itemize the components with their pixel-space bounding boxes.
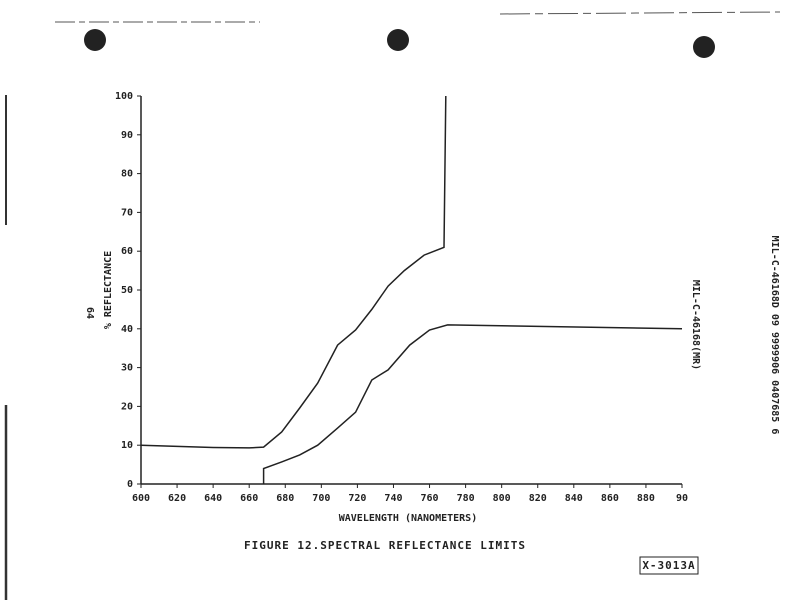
punch-hole bbox=[387, 29, 409, 51]
x-tick-label: 880 bbox=[637, 493, 655, 504]
y-tick-label: 0 bbox=[127, 479, 133, 490]
x-tick-label: 760 bbox=[421, 493, 439, 504]
page-number: 64 bbox=[84, 307, 95, 319]
punch-hole bbox=[84, 29, 106, 51]
y-tick-label: 60 bbox=[121, 246, 133, 257]
caption: FIGURE 12.SPECTRAL REFLECTANCE LIMITS bbox=[244, 539, 526, 552]
figure-id-box bbox=[639, 556, 699, 575]
x-tick-label: 680 bbox=[276, 493, 294, 504]
y-tick-label: 50 bbox=[121, 285, 133, 296]
x-tick-label: 700 bbox=[312, 493, 330, 504]
scan-artifacts bbox=[4, 11, 781, 600]
y-tick-label: 90 bbox=[121, 130, 133, 141]
x-tick-label: 620 bbox=[168, 493, 186, 504]
y-tick-label: 20 bbox=[121, 401, 133, 412]
x-tick-label: 90 bbox=[676, 493, 688, 504]
x-tick-label: 740 bbox=[384, 493, 402, 504]
x-tick-label: 660 bbox=[240, 493, 258, 504]
y-tick-label: 10 bbox=[121, 440, 133, 451]
y-tick-label: 70 bbox=[121, 207, 133, 218]
y-tick-label: 80 bbox=[121, 169, 133, 180]
y-tick-label: 30 bbox=[121, 363, 133, 374]
x-tick-label: 640 bbox=[204, 493, 222, 504]
limit-curve bbox=[140, 95, 447, 449]
x-tick-label: 840 bbox=[565, 493, 583, 504]
y-axis-label: % REFLECTANCE bbox=[103, 251, 114, 329]
x-tick-label: 720 bbox=[348, 493, 366, 504]
x-tick-label: 820 bbox=[529, 493, 547, 504]
punch-hole bbox=[693, 36, 715, 58]
x-axis-label: WAVELENGTH (NANOMETERS) bbox=[339, 513, 477, 524]
limit-curve bbox=[262, 324, 683, 484]
curve-label: MIL-C-46168(MR) bbox=[690, 280, 701, 370]
figure-id: X-3013A bbox=[642, 559, 695, 572]
x-tick-label: 860 bbox=[601, 493, 619, 504]
x-tick-label: 800 bbox=[493, 493, 511, 504]
y-tick-label: 40 bbox=[121, 324, 133, 335]
edge-line bbox=[499, 11, 781, 15]
x-tick-label: 780 bbox=[457, 493, 475, 504]
margin-text: MIL-C-46168D 09 9999906 0407685 6 bbox=[769, 236, 780, 435]
y-tick-label: 100 bbox=[115, 91, 133, 102]
x-tick-label: 600 bbox=[132, 493, 150, 504]
